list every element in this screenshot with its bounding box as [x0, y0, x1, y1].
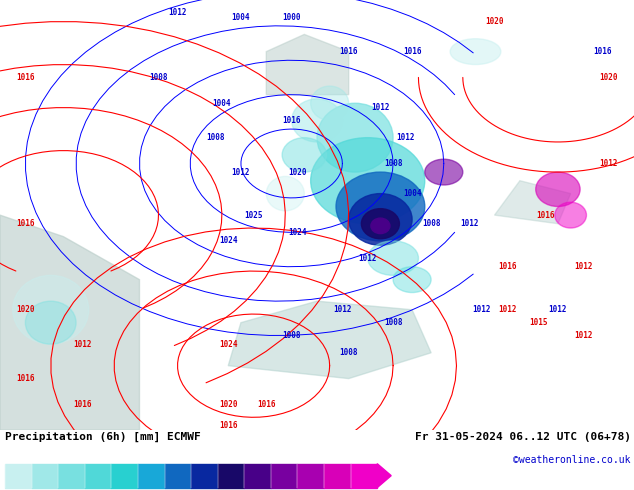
Text: 1004: 1004: [231, 13, 250, 22]
Polygon shape: [228, 301, 431, 379]
Text: 1012: 1012: [231, 168, 250, 176]
Bar: [32, 464, 58, 488]
Ellipse shape: [361, 209, 399, 239]
Ellipse shape: [450, 39, 501, 65]
Text: 1016: 1016: [219, 421, 238, 430]
Text: 1020: 1020: [288, 168, 307, 176]
Text: 1012: 1012: [498, 305, 517, 314]
Text: 1012: 1012: [548, 305, 567, 314]
Bar: [191, 464, 217, 488]
Text: 1012: 1012: [396, 133, 415, 142]
Text: Fr 31-05-2024 06..12 UTC (06+78): Fr 31-05-2024 06..12 UTC (06+78): [415, 432, 631, 442]
Text: 1016: 1016: [536, 211, 555, 220]
Ellipse shape: [349, 194, 412, 245]
Text: 1012: 1012: [460, 219, 479, 228]
Bar: [244, 464, 271, 488]
Ellipse shape: [311, 138, 425, 224]
Ellipse shape: [292, 99, 342, 142]
Polygon shape: [266, 34, 349, 95]
Text: 1012: 1012: [599, 159, 618, 168]
Ellipse shape: [311, 86, 349, 121]
Ellipse shape: [371, 218, 390, 234]
Polygon shape: [377, 464, 391, 488]
Text: 1008: 1008: [384, 159, 403, 168]
Text: 1024: 1024: [219, 236, 238, 245]
Text: 1008: 1008: [149, 73, 168, 82]
Text: 1016: 1016: [403, 47, 422, 56]
Ellipse shape: [317, 103, 393, 172]
Text: 1008: 1008: [422, 219, 441, 228]
Polygon shape: [495, 181, 571, 224]
Text: 1016: 1016: [593, 47, 612, 56]
Text: 1008: 1008: [282, 331, 301, 340]
Bar: [58, 464, 85, 488]
Text: 1020: 1020: [16, 305, 35, 314]
Text: 1012: 1012: [333, 305, 352, 314]
Bar: [297, 464, 324, 488]
Text: ©weatheronline.co.uk: ©weatheronline.co.uk: [514, 455, 631, 466]
Bar: [5, 464, 32, 488]
Text: 1008: 1008: [339, 348, 358, 357]
Ellipse shape: [266, 176, 304, 211]
Text: 1012: 1012: [472, 305, 491, 314]
Text: 1016: 1016: [339, 47, 358, 56]
Text: 1020: 1020: [599, 73, 618, 82]
Bar: [85, 464, 112, 488]
Text: 1012: 1012: [574, 331, 593, 340]
Ellipse shape: [368, 241, 418, 275]
Ellipse shape: [393, 267, 431, 293]
Text: 1024: 1024: [219, 340, 238, 349]
Text: 1020: 1020: [219, 400, 238, 409]
Polygon shape: [0, 215, 139, 430]
Text: 1015: 1015: [529, 318, 548, 327]
Bar: [165, 464, 191, 488]
Text: 1004: 1004: [403, 189, 422, 198]
Bar: [217, 464, 244, 488]
Text: 1025: 1025: [244, 211, 263, 220]
Text: 1020: 1020: [485, 17, 504, 26]
Text: 1004: 1004: [212, 99, 231, 108]
Text: 1000: 1000: [282, 13, 301, 22]
Text: 1012: 1012: [73, 340, 92, 349]
Ellipse shape: [536, 172, 580, 206]
Text: 1008: 1008: [384, 318, 403, 327]
Text: 1016: 1016: [73, 400, 92, 409]
Ellipse shape: [13, 275, 89, 344]
Text: 1016: 1016: [16, 73, 35, 82]
Text: 1016: 1016: [282, 116, 301, 125]
Bar: [112, 464, 138, 488]
Text: 1016: 1016: [257, 400, 276, 409]
Text: 1016: 1016: [498, 262, 517, 271]
Text: 1024: 1024: [288, 228, 307, 237]
Text: 1016: 1016: [16, 219, 35, 228]
Text: 1012: 1012: [371, 103, 390, 112]
Ellipse shape: [425, 159, 463, 185]
Bar: [271, 464, 297, 488]
Ellipse shape: [336, 172, 425, 241]
Bar: [351, 464, 377, 488]
Text: Precipitation (6h) [mm] ECMWF: Precipitation (6h) [mm] ECMWF: [5, 432, 201, 442]
Text: 1012: 1012: [168, 8, 187, 18]
Ellipse shape: [282, 138, 327, 172]
Text: 1008: 1008: [206, 133, 225, 142]
Text: 1012: 1012: [358, 254, 377, 263]
Text: 1012: 1012: [574, 262, 593, 271]
Text: 1016: 1016: [16, 374, 35, 383]
Bar: [324, 464, 351, 488]
Bar: [138, 464, 165, 488]
Ellipse shape: [25, 301, 76, 344]
Ellipse shape: [555, 202, 586, 228]
